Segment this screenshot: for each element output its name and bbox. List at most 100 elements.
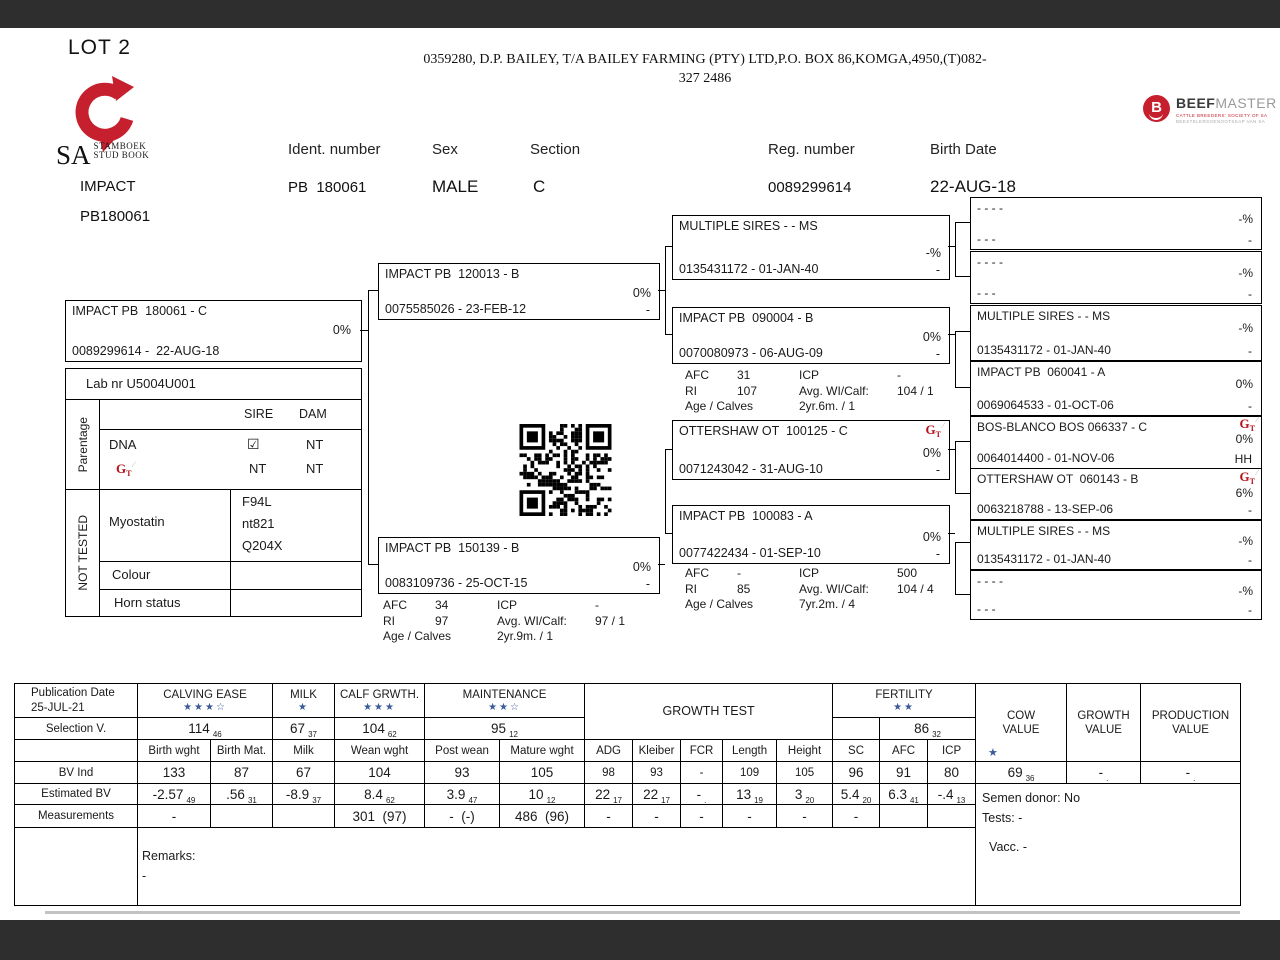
sire-dash: - — [645, 303, 650, 317]
ancestor-id: 0135431172 - 01-JAN-40 — [977, 343, 1111, 357]
connector-line — [368, 290, 378, 291]
gen2-stats: AFC - ICP 500 RI 85 Avg. WI/Calf: 104 / 4 Age … — [685, 566, 934, 611]
selection-value: 104 62 — [334, 717, 426, 740]
animal-id: PB180061 — [80, 208, 151, 225]
measurement-value: 301 (97) — [334, 804, 426, 828]
birth-date-label: Birth Date — [930, 141, 997, 158]
connector-line — [665, 449, 672, 450]
divider — [230, 490, 231, 616]
sire-id: 0075585026 - 23-FEB-12 — [385, 302, 527, 316]
ancestor-name: OTTERSHAW OT 060143 - B — [977, 472, 1139, 486]
beefmaster-subtitle-af: BEESTELERSGENOOTSKAP VAN SA — [1176, 119, 1266, 124]
estimated-bv-value: -. — [680, 783, 724, 805]
pedigree-gen3-box: OTTERSHAW OT 060143 - B GT 6% - 00632187… — [970, 467, 1262, 520]
ancestor-pct: 0% — [1235, 377, 1253, 391]
connector-line — [665, 449, 666, 533]
breeder-address-line1: 0359280, D.P. BAILEY, T/A BAILEY FARMING… — [423, 52, 987, 67]
ancestor-name: BOS-BLANCO BOS 066337 - C — [977, 420, 1148, 434]
bv-index-value: 105 — [776, 761, 834, 784]
ancestor-name: - - - - — [977, 574, 1003, 588]
connector-line — [658, 290, 665, 291]
gt-genomics-icon: GT — [1240, 414, 1259, 435]
pedigree-subject-box: IMPACT PB 180061 - C 0% 0089299614 - 22-… — [65, 300, 362, 362]
connector-line — [665, 246, 666, 334]
connector-line — [955, 331, 956, 387]
measurement-value: - — [776, 804, 834, 828]
connector-line — [948, 246, 955, 247]
bv-index-value: 109 — [722, 761, 778, 784]
bv-index-value: 98 — [584, 761, 634, 784]
connector-line — [955, 542, 970, 543]
column-header: FCR — [680, 739, 724, 762]
ancestor-id: - - - — [977, 232, 996, 246]
ancestor-id: 0064014400 - 01-NOV-06 — [977, 451, 1115, 465]
column-header: Post wean — [424, 739, 501, 762]
estimated-bv-value: 3 20 — [776, 783, 834, 805]
column-header: SC — [832, 739, 881, 762]
divider — [66, 399, 361, 400]
beefmaster-subtitle-en: CATTLE BREEDERS' SOCIETY OF SA — [1176, 113, 1268, 118]
dam-column-header: DAM — [299, 407, 327, 421]
beefmaster-b-icon: B — [1143, 95, 1170, 122]
connector-line — [360, 330, 368, 331]
column-header: ADG — [584, 739, 634, 762]
bv-index-value: 93 — [632, 761, 682, 784]
bv-index-label: BV Ind — [14, 761, 138, 784]
horn-status-label: Horn status — [114, 595, 181, 610]
estimated-bv-value: 3.9 47 — [424, 783, 501, 805]
ancestor-pct: -% — [1238, 321, 1253, 335]
selection-value: 67 37 — [272, 717, 336, 740]
breeding-values-table: Publication Date 25-JUL-21 CALVING EASE ★★… — [14, 683, 1242, 906]
bv-index-value: 96 — [832, 761, 881, 784]
ancestor-dash: - — [1248, 287, 1252, 301]
ancestor-pct: 0% — [922, 330, 941, 344]
publication-date-cell: Publication Date 25-JUL-21 — [14, 683, 138, 718]
ancestor-name: IMPACT PB 100083 - A — [679, 509, 813, 523]
pedigree-gen3-box: - - - - -% - - - - — [970, 197, 1262, 250]
bv-index-value: 93 — [424, 761, 501, 784]
column-header: Birth wght — [137, 739, 211, 762]
connector-line — [948, 449, 955, 450]
connector-line — [658, 564, 665, 565]
pedigree-gen3-box: BOS-BLANCO BOS 066337 - C GT 0% HH 00640… — [970, 414, 1262, 469]
footer-divider — [45, 911, 1240, 914]
estimated-bv-value: 13 19 — [722, 783, 778, 805]
estimated-bv-value: 5.4 20 — [832, 783, 881, 805]
column-header: Kleiber — [632, 739, 682, 762]
gen2-stats: AFC 31 ICP - RI 107 Avg. WI/Calf: 104 / 1 Age … — [685, 368, 934, 413]
pedigree-gen3-box: MULTIPLE SIRES - - MS -% - 0135431172 - … — [970, 520, 1262, 570]
column-header: Length — [722, 739, 778, 762]
pedigree-sire-box: IMPACT PB 120013 - B 0% - 0075585026 - 2… — [378, 263, 660, 320]
myostatin-label: Myostatin — [109, 514, 165, 529]
ancestor-name: - - - - — [977, 201, 1003, 215]
ancestor-name: OTTERSHAW OT 100125 - C — [679, 424, 848, 438]
estimated-bv-value: 10 12 — [499, 783, 586, 805]
estimated-bv-value: 22 17 — [584, 783, 634, 805]
bottom-black-bar — [0, 920, 1280, 960]
connector-line — [955, 331, 970, 332]
lab-parentage-table: Lab nr U5004U001 Parentage SIRE DAM DNA … — [65, 368, 362, 617]
measurement-value — [209, 804, 274, 828]
remarks-label: Remarks: — [142, 849, 196, 863]
section-label: Section — [530, 141, 581, 158]
connector-line — [948, 334, 955, 335]
dna-sire-checkbox-icon: ☑ — [247, 436, 260, 452]
ancestor-dash: - — [1248, 603, 1252, 617]
column-header: Birth Mat. — [209, 739, 274, 762]
column-header: Milk — [272, 739, 336, 762]
ancestor-pct: 0% — [1235, 432, 1253, 446]
divider — [99, 429, 361, 430]
beefmaster-wordmark: BEEFMASTER CATTLE BREEDERS' SOCIETY OF S… — [1176, 95, 1277, 124]
estimated-bv-value: -8.9 37 — [272, 783, 336, 805]
connector-line — [955, 441, 970, 442]
ancestor-name: IMPACT PB 060041 - A — [977, 365, 1106, 379]
beefmaster-logo: B BEEFMASTER CATTLE BREEDERS' SOCIETY OF… — [1143, 92, 1276, 128]
column-header: Wean wght — [334, 739, 426, 762]
measurement-value: - — [722, 804, 778, 828]
ancestor-pct: -% — [1238, 584, 1253, 598]
column-header: ICP — [927, 739, 977, 762]
pedigree-gen2-box: OTTERSHAW OT 100125 - C GT 0% - 00712430… — [672, 420, 950, 480]
gt-genomics-icon: GT — [116, 459, 135, 480]
empty-cell — [14, 739, 138, 762]
